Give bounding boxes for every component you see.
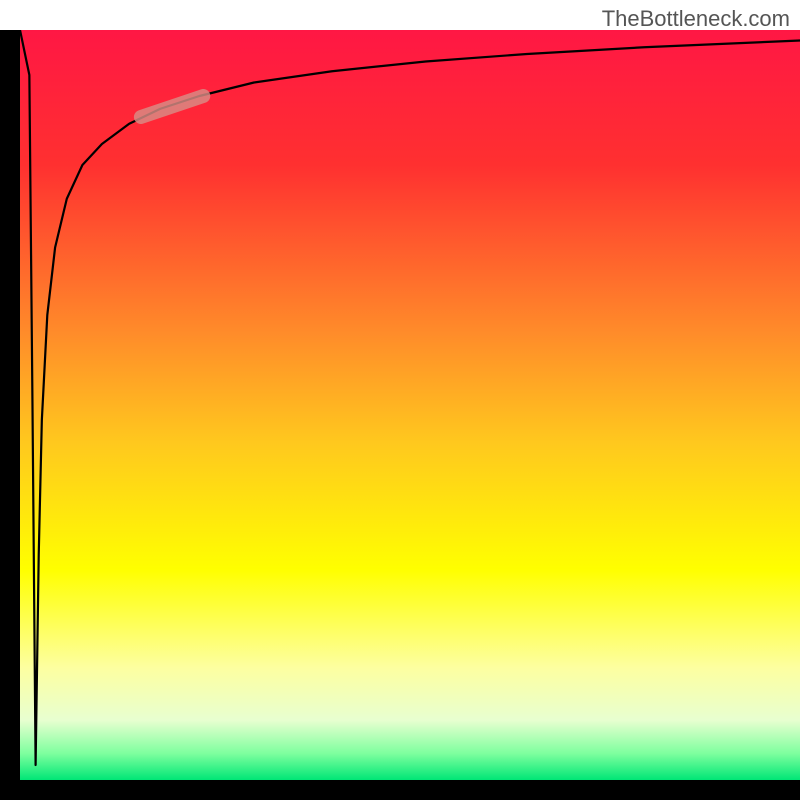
x-axis [0,780,800,800]
y-axis [0,30,20,780]
chart-svg [20,30,800,780]
gradient-background [20,30,800,780]
watermark-label: TheBottleneck.com [602,6,790,32]
bottleneck-chart: TheBottleneck.com [0,0,800,800]
plot-area [20,30,800,780]
